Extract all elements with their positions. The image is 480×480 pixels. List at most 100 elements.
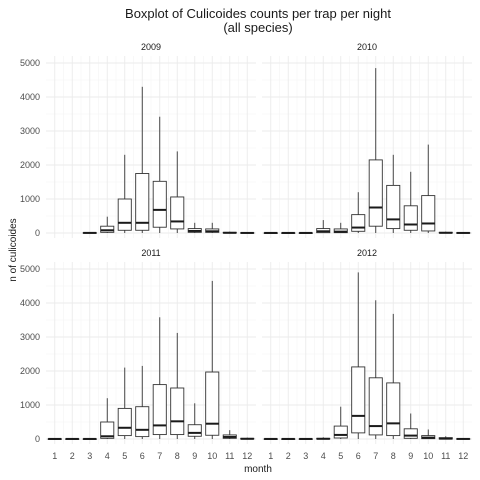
facet-label: 2009 (141, 42, 161, 52)
box-4 (100, 398, 115, 439)
box-iqr (152, 180, 167, 228)
box-10 (205, 280, 220, 439)
box-9 (187, 403, 202, 439)
box-11 (222, 231, 237, 234)
box-iqr (135, 173, 150, 231)
box-iqr (187, 424, 202, 437)
box-4 (100, 216, 115, 233)
x-tick-label: 3 (303, 451, 308, 461)
x-axis-label: month (244, 464, 272, 475)
box-12 (240, 231, 255, 234)
facet-panel: 2010 (262, 42, 472, 238)
x-tick-label: 1 (52, 451, 57, 461)
x-tick-label: 7 (373, 451, 378, 461)
box-8 (170, 151, 185, 233)
box-iqr (117, 198, 132, 231)
box-8 (386, 154, 401, 233)
x-tick-label: 1 (268, 451, 273, 461)
box-12 (456, 437, 471, 440)
facet-label: 2012 (357, 248, 377, 258)
box-iqr (403, 428, 418, 439)
y-tick-label: 2000 (20, 366, 40, 376)
box-4 (316, 437, 331, 440)
x-tick-label: 12 (242, 451, 252, 461)
x-tick-label: 8 (391, 451, 396, 461)
box-4 (316, 220, 331, 234)
box-iqr (205, 371, 220, 436)
x-tick-label: 11 (225, 451, 234, 461)
box-iqr (170, 196, 185, 230)
chart-subtitle: (all species) (223, 20, 292, 35)
box-iqr (368, 159, 383, 227)
box-2 (281, 231, 296, 234)
box-3 (82, 437, 97, 440)
x-tick-label: 10 (207, 451, 217, 461)
x-tick-label: 5 (338, 451, 343, 461)
y-tick-label: 1000 (20, 194, 40, 204)
box-12 (456, 231, 471, 234)
box-iqr (351, 366, 366, 434)
x-tick-label: 6 (140, 451, 145, 461)
box-6 (351, 192, 366, 233)
box-10 (421, 429, 436, 440)
x-tick-label: 7 (157, 451, 162, 461)
x-tick-label: 5 (122, 451, 127, 461)
y-tick-label: 4000 (20, 92, 40, 102)
facet-panels: 2009 0 1000 2000 3000 4000 5000 2010 2 0 1 10 1000 20… (20, 42, 472, 461)
x-tick-label: 4 (105, 451, 110, 461)
box-11 (222, 430, 237, 439)
box-8 (170, 332, 185, 439)
box-5 (117, 367, 132, 439)
box-iqr (117, 407, 132, 437)
box-7 (152, 116, 167, 233)
box-3 (82, 231, 97, 234)
box-1 (47, 437, 62, 440)
x-tick-label: 4 (321, 451, 326, 461)
x-tick-label: 11 (441, 451, 450, 461)
y-tick-label: 0 (35, 434, 40, 444)
x-tick-label: 12 (458, 451, 468, 461)
box-3 (298, 437, 313, 440)
box-2 (281, 437, 296, 440)
chart-title: Boxplot of Culicoides counts per trap pe… (125, 6, 391, 21)
x-tick-label: 9 (408, 451, 413, 461)
box-iqr (386, 184, 401, 230)
x-tick-label: 2 (70, 451, 75, 461)
y-tick-label: 5000 (20, 58, 40, 68)
box-1 (263, 231, 278, 234)
y-tick-label: 2000 (20, 160, 40, 170)
x-tick-label: 6 (356, 451, 361, 461)
box-9 (403, 171, 418, 233)
box-iqr (351, 214, 366, 232)
box-6 (135, 365, 150, 439)
box-iqr (386, 382, 401, 437)
box-iqr (135, 406, 150, 438)
box-9 (403, 413, 418, 439)
box-iqr (100, 225, 115, 233)
box-11 (438, 436, 453, 440)
box-10 (421, 144, 436, 233)
box-2 (65, 437, 80, 440)
y-axis-label: n of culicoides (8, 218, 19, 281)
box-iqr (170, 387, 185, 436)
box-1 (263, 437, 278, 440)
box-5 (333, 222, 348, 234)
box-6 (135, 86, 150, 233)
box-7 (368, 68, 383, 233)
y-tick-label: 1000 (20, 400, 40, 410)
y-tick-label: 3000 (20, 332, 40, 342)
y-tick-label: 5000 (20, 264, 40, 274)
box-7 (152, 317, 167, 439)
y-tick-label: 0 (35, 228, 40, 238)
box-6 (351, 272, 366, 439)
box-10 (205, 222, 220, 233)
box-5 (117, 154, 132, 233)
box-11 (438, 231, 453, 234)
box-5 (333, 406, 348, 439)
x-tick-label: 8 (175, 451, 180, 461)
y-tick-label: 4000 (20, 298, 40, 308)
box-iqr (368, 377, 383, 436)
